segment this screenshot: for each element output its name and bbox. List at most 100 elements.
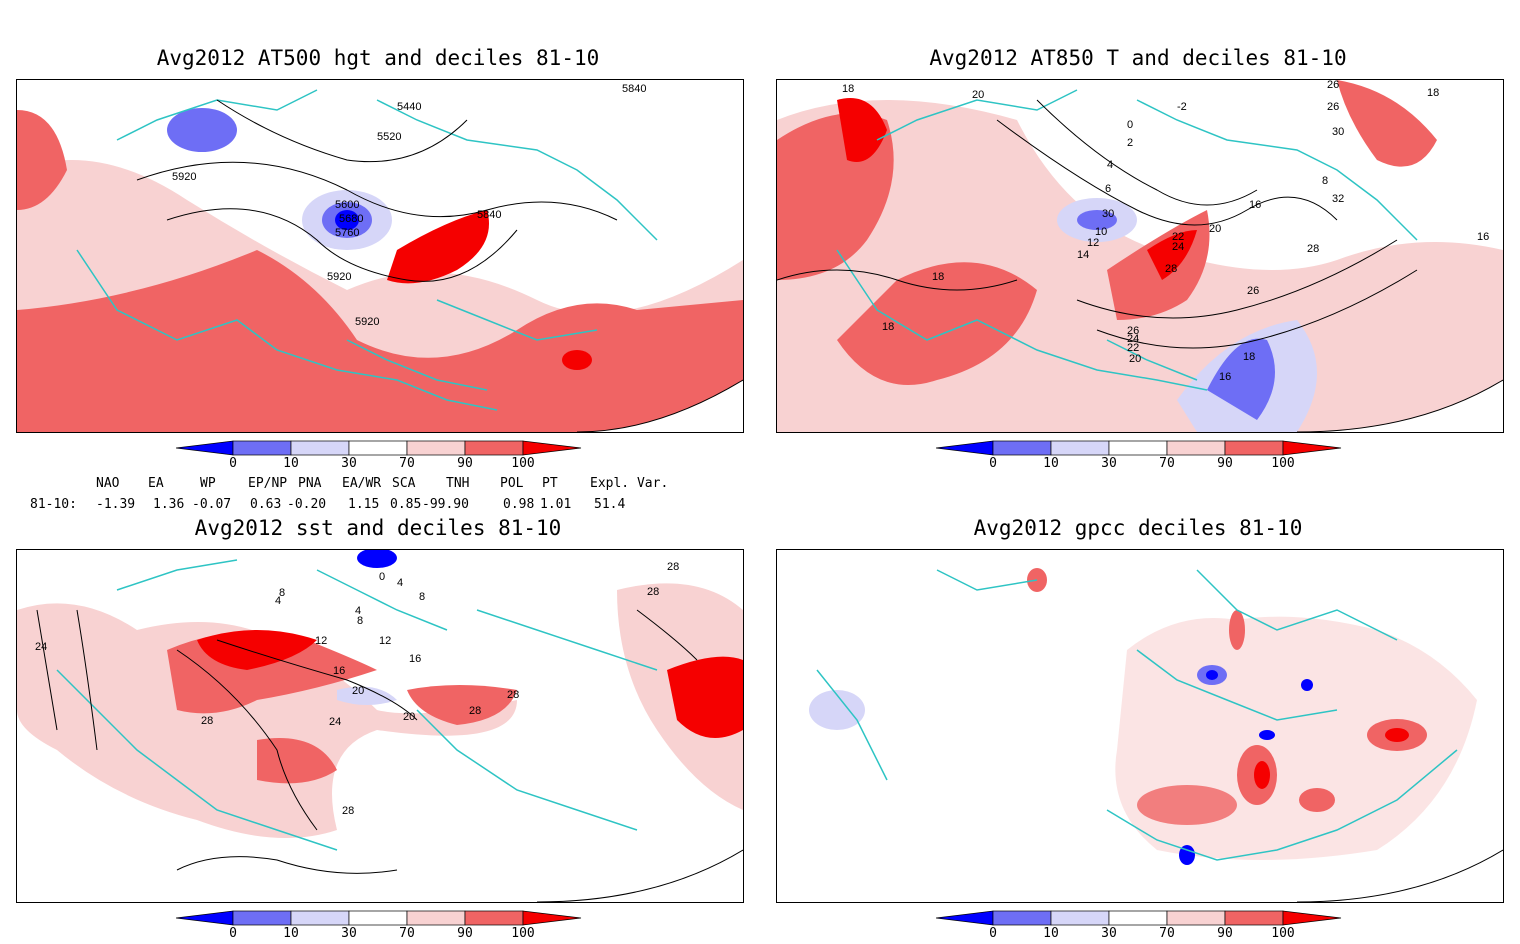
decile-area-mid-red	[17, 250, 743, 432]
map-panel-sst: 28 28 0 4 8 4 4 8 8 12 12 16 16 20 24 28…	[16, 549, 744, 903]
decile-area-dark-red	[197, 630, 317, 670]
temperature-contours	[777, 99, 1418, 349]
svg-text:16: 16	[1219, 371, 1231, 383]
colorbar-tick-label: 90	[457, 926, 473, 941]
map-gpcc-svg	[777, 550, 1503, 902]
svg-text:28: 28	[507, 689, 519, 701]
colorbar-segment-dark-blue	[935, 440, 994, 456]
decile-area-dark-red	[1254, 761, 1270, 789]
svg-text:12: 12	[379, 635, 391, 647]
decile-area-mid-blue	[1207, 338, 1275, 420]
index-value: 51.4	[594, 497, 626, 512]
contour-labels: 5440 5840 5520 5920 5600 5680 5760 5840 …	[172, 83, 646, 328]
svg-text:5840: 5840	[622, 83, 646, 95]
svg-text:28: 28	[667, 561, 679, 573]
colorbar-tr: 0 10 30 70 90 100	[935, 440, 1356, 474]
svg-text:18: 18	[1427, 87, 1439, 99]
svg-text:24: 24	[1172, 241, 1184, 253]
decile-area-dark-blue	[1259, 730, 1275, 740]
decile-area-mid-red	[1137, 785, 1237, 825]
index-row-label: 81-10:	[30, 497, 77, 512]
svg-text:18: 18	[842, 83, 854, 95]
colorbar-tick-label: 0	[229, 926, 237, 941]
colorbar-segment-dark-blue	[175, 440, 234, 456]
svg-text:5520: 5520	[377, 131, 401, 143]
svg-text:16: 16	[1249, 199, 1261, 211]
svg-text:16: 16	[1477, 231, 1489, 243]
decile-area-mid-blue	[167, 108, 237, 152]
svg-text:18: 18	[932, 271, 944, 283]
svg-text:5440: 5440	[397, 101, 421, 113]
panel-title-bl: Avg2012 sst and deciles 81-10	[194, 516, 562, 540]
colorbar-segment	[348, 910, 408, 926]
decile-area-dark-blue	[1206, 670, 1218, 680]
svg-text:28: 28	[647, 586, 659, 598]
index-header: TNH	[446, 476, 470, 491]
colorbar-tick-label: 70	[399, 926, 415, 941]
svg-text:12: 12	[1087, 237, 1099, 249]
decile-area-mid-red	[1229, 610, 1245, 650]
colorbar-segment	[464, 910, 524, 926]
decile-area-dark-red	[837, 98, 887, 162]
svg-text:0: 0	[379, 571, 385, 583]
colorbar-tick-label: 0	[989, 926, 997, 941]
colorbar-tick-label: 90	[457, 456, 473, 471]
index-value: 0.63	[250, 497, 282, 512]
colorbar-segment	[290, 910, 350, 926]
colorbar-tick-label: 100	[511, 456, 535, 471]
contour-labels: 18 20 -2 26 26 18 0 30 2 4 6 8 30 16 32 …	[842, 80, 1489, 383]
svg-text:30: 30	[1332, 126, 1344, 138]
colorbar-segment	[232, 910, 292, 926]
svg-text:16: 16	[409, 653, 421, 665]
colorbar-tick-label: 30	[1101, 926, 1117, 941]
index-value: 0.98	[503, 497, 535, 512]
decile-area-dark-blue	[357, 550, 397, 568]
svg-text:4: 4	[275, 595, 281, 607]
colorbar-tick-label: 10	[1043, 926, 1059, 941]
colorbar-svg	[175, 440, 582, 456]
index-header: EP/NP	[248, 476, 288, 491]
svg-text:22: 22	[1172, 231, 1184, 243]
colorbar-tick-label: 10	[1043, 456, 1059, 471]
svg-text:6: 6	[1105, 183, 1111, 195]
decile-area-light-red	[17, 603, 517, 838]
svg-text:8: 8	[1322, 175, 1328, 187]
svg-text:26: 26	[1127, 325, 1139, 337]
svg-text:24: 24	[1127, 333, 1139, 345]
svg-text:28: 28	[201, 715, 213, 727]
svg-text:-2: -2	[1177, 101, 1187, 113]
svg-text:20: 20	[972, 89, 984, 101]
colorbar-segment	[464, 440, 524, 456]
decile-area-mid-red	[1299, 788, 1335, 812]
colorbar-segment-dark-red	[1282, 910, 1342, 926]
colorbar-segment	[1050, 440, 1110, 456]
svg-text:24: 24	[329, 716, 341, 728]
svg-text:5920: 5920	[327, 271, 351, 283]
svg-text:32: 32	[1332, 193, 1344, 205]
colorbar-segment	[1108, 440, 1168, 456]
colorbar-segment	[406, 440, 466, 456]
index-header: PNA	[298, 476, 322, 491]
svg-text:8: 8	[357, 615, 363, 627]
svg-text:8: 8	[419, 591, 425, 603]
decile-area-dark-blue	[1301, 679, 1313, 691]
colorbar-segment	[406, 910, 466, 926]
decile-area-dark-red	[1385, 728, 1409, 742]
svg-text:18: 18	[1243, 351, 1255, 363]
colorbar-segment-dark-red	[522, 910, 582, 926]
colorbar-bl: 0 10 30 70 90 100	[175, 910, 596, 944]
index-header: POL	[500, 476, 524, 491]
svg-text:28: 28	[342, 805, 354, 817]
svg-text:26: 26	[1247, 285, 1259, 297]
svg-text:14: 14	[1077, 249, 1089, 261]
svg-text:12: 12	[315, 635, 327, 647]
svg-text:28: 28	[469, 705, 481, 717]
index-header: EA	[148, 476, 164, 491]
svg-text:5920: 5920	[355, 316, 379, 328]
colorbar-tick-label: 0	[989, 456, 997, 471]
svg-text:22: 22	[1127, 342, 1139, 354]
colorbar-tick-label: 100	[1271, 456, 1295, 471]
colorbar-tick-label: 90	[1217, 456, 1233, 471]
svg-text:16: 16	[333, 665, 345, 677]
decile-area-dark-red	[667, 656, 743, 738]
